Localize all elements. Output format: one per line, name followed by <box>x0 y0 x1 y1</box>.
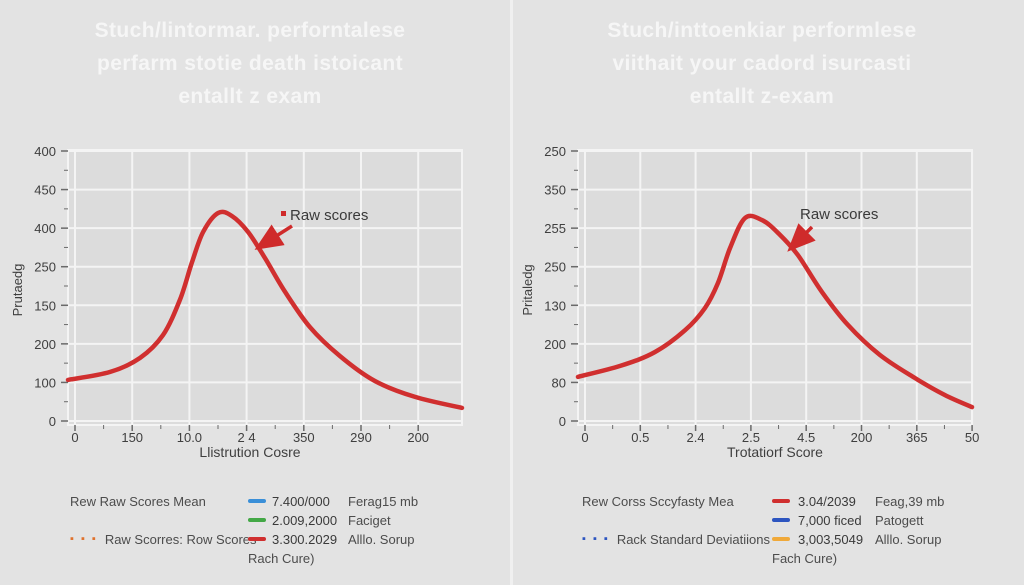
x-tick-label: 365 <box>906 430 928 445</box>
legend-swatch <box>248 499 272 503</box>
plot-area-left <box>67 149 463 426</box>
legend-value: 2.009,2000 <box>272 512 338 528</box>
y-tick-label: 400 <box>34 221 56 236</box>
legend-label: Rew Raw Scores Mean <box>70 493 206 509</box>
legend-label: ▪ ▪ ▪ Raw Scorres: Row Scores <box>70 531 257 547</box>
legend-note: Ferag15 mb <box>348 493 419 509</box>
y-tick-label: 0 <box>559 414 566 429</box>
x-tick-label: 4.5 <box>797 430 815 445</box>
x-tick-label: 200 <box>407 430 429 445</box>
left-chart-title: Stuch/lintormar. perforntalese perfarm s… <box>28 14 472 113</box>
y-tick-label: 255 <box>544 221 566 236</box>
x-tick-label: 50 <box>965 430 979 445</box>
panel-divider <box>510 0 513 585</box>
legend-note: Faciget <box>348 512 391 528</box>
legend-swatch <box>772 518 798 522</box>
right-legend: Rew Corss Sccyfasty Mea 3.04/2039 Feag,3… <box>582 492 968 567</box>
left-annotation-arrow-icon <box>254 224 293 250</box>
x-tick-label: 290 <box>350 430 372 445</box>
right-y-axis-label: Pritaledg <box>520 264 535 315</box>
x-tick-label: 0 <box>71 430 78 445</box>
y-tick-label: 200 <box>34 337 56 352</box>
y-tick-label: 100 <box>34 375 56 390</box>
legend-label: ▪ ▪ ▪ Rack Standard Deviatiions <box>582 531 771 547</box>
left-raw-scores-curve <box>65 209 465 411</box>
legend-swatch <box>248 518 272 522</box>
legend-value: 3.300.2029 <box>272 531 338 547</box>
red-line-swatch-icon <box>248 537 266 541</box>
legend-value: 7.400/000 <box>272 493 330 509</box>
legend-swatch <box>772 537 798 541</box>
x-tick-label: 0.5 <box>631 430 649 445</box>
green-line-swatch-icon <box>248 518 266 522</box>
right-chart-grid: 250 350 255 250 130 200 80 00 0.5 2.4 2.5 4.5 200 365… <box>544 144 979 445</box>
right-annotation: Raw scores <box>787 206 878 252</box>
left-annotation-bullet-icon <box>281 211 286 216</box>
right-title-line-2: viithait your cadord isurcasti <box>612 52 912 75</box>
left-title-line-1: Stuch/lintormar. perforntalese <box>94 19 406 42</box>
right-legend-footer: Fach Cure) <box>772 550 838 566</box>
left-legend: Rew Raw Scores Mean 7.400/000 Ferag15 mb… <box>70 492 442 567</box>
y-tick-label: 80 <box>552 375 566 390</box>
x-tick-label: 0 <box>581 430 588 445</box>
left-title-line-3: entallt z exam <box>178 85 322 108</box>
legend-label: Rew Corss Sccyfasty Mea <box>582 493 734 509</box>
x-tick-label: 2 4 <box>238 430 256 445</box>
dark-blue-line-swatch-icon <box>772 518 790 522</box>
left-y-axis-label: Prutaedg <box>10 264 25 317</box>
right-title-line-1: Stuch/inttoenkiar performlese <box>607 19 917 42</box>
legend-note: Alllo. Sorup <box>875 531 942 547</box>
orange-line-swatch-icon <box>772 537 790 541</box>
left-x-axis-label: Llistrution Cosre <box>199 444 300 460</box>
blue-dotted-swatch-icon: ▪ ▪ ▪ <box>582 533 610 545</box>
x-tick-label: 10.0 <box>177 430 202 445</box>
y-tick-label: 250 <box>544 260 566 275</box>
x-tick-label: 150 <box>121 430 143 445</box>
left-title-line-2: perfarm stotie death istoicant <box>96 52 404 75</box>
legend-value: 7,000 ficed <box>798 512 862 528</box>
right-annotation-label: Raw scores <box>800 206 878 223</box>
right-title-line-3: entallt z-exam <box>689 85 835 108</box>
right-chart-title: Stuch/inttoenkiar performlese viithait y… <box>540 14 984 113</box>
right-annotation-arrow-icon <box>787 223 816 252</box>
red-line-swatch-icon <box>772 499 790 503</box>
right-raw-scores-curve <box>575 213 975 410</box>
x-tick-label: 350 <box>293 430 315 445</box>
y-tick-label: 150 <box>34 298 56 313</box>
legend-value: 3.04/2039 <box>798 493 856 509</box>
legend-swatch <box>772 499 798 503</box>
y-tick-label: 400 <box>34 144 56 159</box>
legend-note: Patogett <box>875 512 924 528</box>
legend-note: Feag,39 mb <box>875 493 945 509</box>
y-tick-label: 250 <box>544 144 566 159</box>
x-tick-label: 2.5 <box>742 430 760 445</box>
x-tick-label: 200 <box>851 430 873 445</box>
x-tick-label: 2.4 <box>687 430 705 445</box>
y-tick-label: 0 <box>49 414 56 429</box>
y-tick-label: 250 <box>34 260 56 275</box>
left-legend-footer: Rach Cure) <box>248 550 315 566</box>
right-x-axis-label: Trotatiorf Score <box>727 444 823 460</box>
left-annotation: Raw scores <box>254 207 368 250</box>
plot-area-right <box>577 149 973 426</box>
y-tick-label: 350 <box>544 183 566 198</box>
legend-value: 3,003,5049 <box>798 531 864 547</box>
left-annotation-label: Raw scores <box>290 207 368 224</box>
blue-line-swatch-icon <box>248 499 266 503</box>
legend-swatch <box>248 537 272 541</box>
y-tick-label: 450 <box>34 183 56 198</box>
orange-dotted-swatch-icon: ▪ ▪ ▪ <box>70 533 98 545</box>
legend-note: Alllo. Sorup <box>348 531 415 547</box>
y-tick-label: 130 <box>544 298 566 313</box>
y-tick-label: 200 <box>544 337 566 352</box>
